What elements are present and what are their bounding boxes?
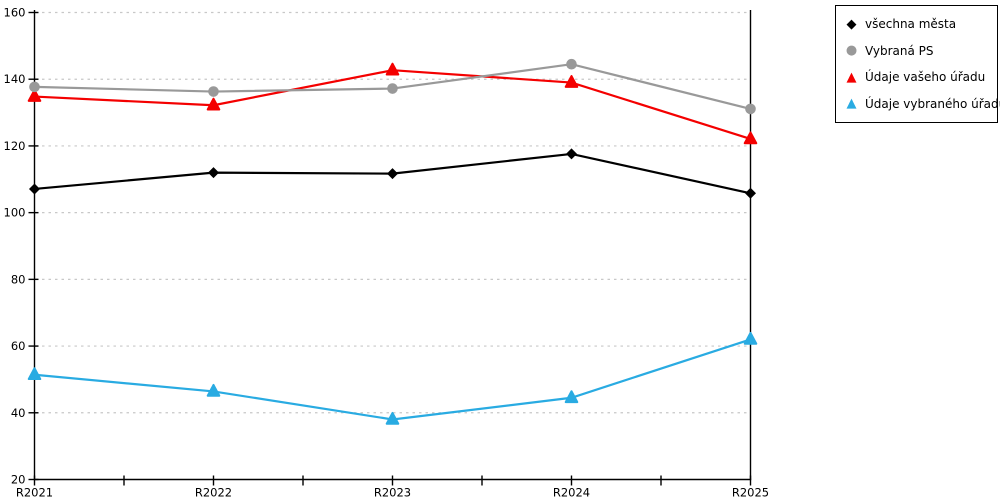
- legend-label: všechna města: [865, 17, 957, 32]
- y-tick-label: 60: [11, 339, 26, 353]
- marker-circle: [29, 81, 40, 93]
- marker-diamond: [745, 187, 756, 199]
- legend-item-vybrana-ps: ● Vybraná PS: [844, 44, 995, 58]
- marker-triangle: [206, 97, 221, 111]
- circle-icon: ●: [845, 43, 858, 59]
- y-tick-label: 100: [4, 206, 26, 220]
- x-tick-label: R2023: [374, 486, 411, 500]
- legend-label: Vybraná PS: [865, 43, 934, 58]
- legend-item-udaje-vaseho-uradu: ▲ Údaje vašeho úřadu: [844, 70, 995, 84]
- series-line-3: [34, 338, 751, 421]
- legend-item-udaje-vybraneho-uradu: ▲ Údaje vybraného úřadu: [844, 96, 1000, 112]
- triangle-icon: ▲: [846, 96, 857, 112]
- legend: ◆ všechna města ● Vybraná PS ▲ Údaje vaš…: [835, 5, 1000, 123]
- marker-triangle: [743, 131, 758, 145]
- marker-triangle: [27, 89, 42, 102]
- marker-diamond: [387, 168, 398, 180]
- series-line-2: [34, 69, 751, 140]
- x-tick-label: R2024: [553, 486, 590, 500]
- marker-triangle: [27, 367, 42, 381]
- marker-diamond: [208, 167, 219, 179]
- legend-label: Údaje vybraného úřadu: [865, 96, 1000, 111]
- diamond-icon: ◆: [846, 16, 857, 32]
- y-tick-label: 120: [4, 139, 26, 153]
- y-tick-label: 160: [4, 6, 26, 20]
- marker-triangle: [564, 75, 579, 88]
- marker-diamond: [29, 183, 40, 195]
- marker-circle: [566, 58, 577, 70]
- x-tick-label: R2022: [195, 486, 232, 500]
- marker-circle: [387, 83, 398, 94]
- marker-triangle: [385, 411, 400, 425]
- y-tick-label: 140: [4, 72, 26, 86]
- marker-triangle: [564, 390, 579, 404]
- marker-circle: [745, 103, 756, 115]
- marker-triangle: [206, 383, 221, 397]
- legend-label: Údaje vašeho úřadu: [865, 70, 986, 85]
- x-tick-label: R2021: [16, 486, 53, 500]
- legend-item-vsechna-mesta: ◆ všechna města: [844, 17, 995, 31]
- triangle-icon: ▲: [846, 69, 857, 85]
- marker-diamond: [566, 148, 577, 160]
- marker-circle: [208, 86, 219, 97]
- y-tick-label: 20: [11, 473, 26, 487]
- marker-triangle: [743, 331, 758, 345]
- marker-triangle: [385, 62, 400, 76]
- y-tick-label: 80: [11, 272, 26, 286]
- x-tick-label: R2025: [732, 486, 769, 500]
- y-tick-label: 40: [11, 406, 26, 420]
